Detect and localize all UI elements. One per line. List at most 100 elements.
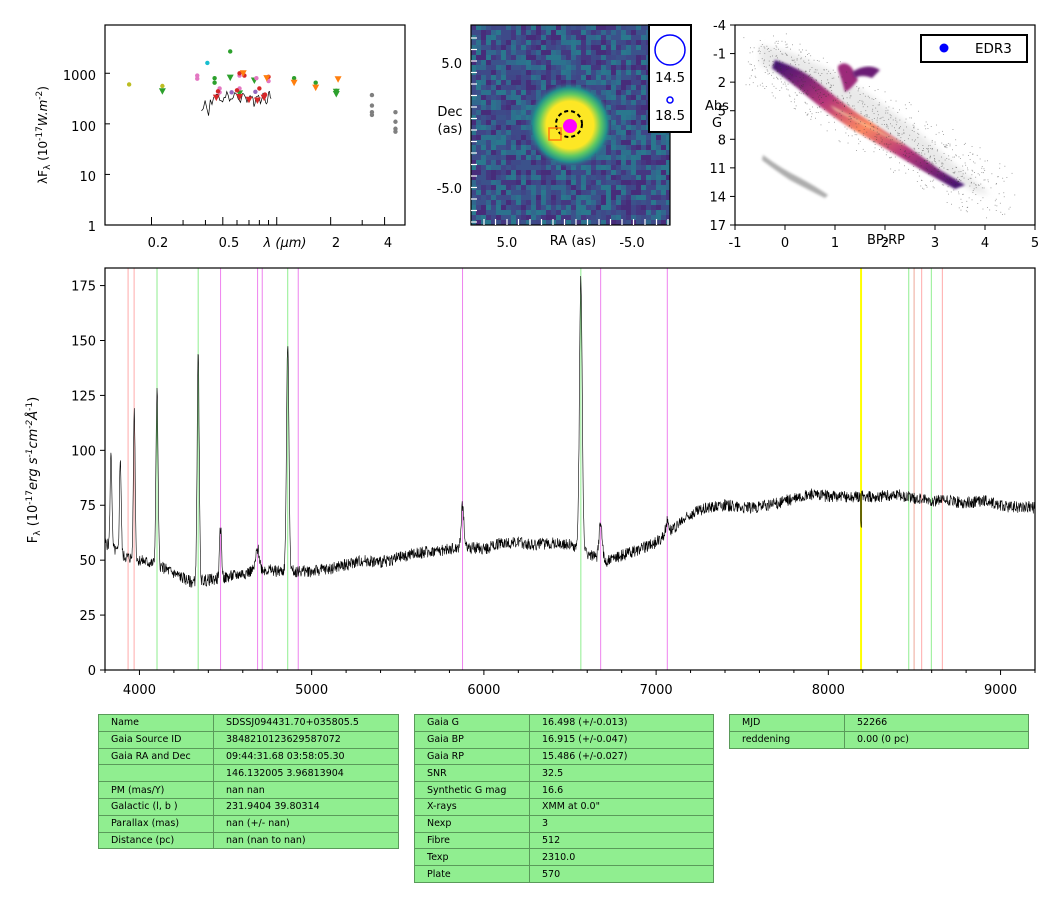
image-pixel bbox=[501, 50, 506, 55]
hrd-star-speck bbox=[808, 75, 810, 76]
image-pixel bbox=[656, 210, 661, 215]
image-pixel bbox=[646, 135, 651, 140]
image-pixel bbox=[501, 220, 506, 225]
image-pixel bbox=[516, 80, 521, 85]
hrd-star-speck bbox=[911, 139, 913, 141]
hrd-star-speck bbox=[802, 49, 803, 51]
hrd-star-speck bbox=[912, 154, 914, 155]
hrd-star-speck bbox=[998, 193, 1000, 195]
hrd-star-speck bbox=[801, 86, 803, 88]
image-pixel bbox=[571, 150, 576, 155]
image-pixel bbox=[611, 215, 616, 220]
hrd-star-speck bbox=[809, 69, 811, 71]
image-pixel bbox=[591, 30, 596, 35]
image-pixel bbox=[561, 55, 566, 60]
hrd-star-speck bbox=[888, 136, 890, 137]
legend-box bbox=[648, 24, 692, 133]
hrd-star-speck bbox=[962, 170, 964, 171]
image-pixel bbox=[516, 130, 521, 135]
image-pixel bbox=[491, 145, 496, 150]
image-pixel bbox=[571, 195, 576, 200]
image-pixel bbox=[496, 95, 501, 100]
image-pixel bbox=[486, 220, 491, 225]
image-pixel bbox=[651, 175, 656, 180]
image-pixel bbox=[651, 160, 656, 165]
hrd-star-speck bbox=[904, 150, 906, 152]
hrd-star-speck bbox=[946, 158, 948, 159]
hrd-star-speck bbox=[940, 174, 942, 176]
hrd-star-speck bbox=[984, 179, 986, 181]
hrd-red-clump bbox=[852, 66, 880, 78]
hrd-star-speck bbox=[780, 68, 782, 70]
image-pixel bbox=[486, 170, 491, 175]
image-pixel bbox=[581, 135, 586, 140]
image-pixel bbox=[581, 70, 586, 75]
image-pixel bbox=[556, 65, 561, 70]
image-pixel bbox=[571, 30, 576, 35]
image-pixel bbox=[586, 40, 591, 45]
hrd-star-speck bbox=[999, 163, 1001, 165]
hrd-star-speck bbox=[820, 103, 822, 104]
hrd-star-speck bbox=[962, 173, 964, 175]
image-pixel bbox=[471, 220, 476, 225]
image-pixel bbox=[471, 185, 476, 190]
image-pixel bbox=[516, 160, 521, 165]
hrd-star-speck bbox=[844, 90, 846, 92]
hrd-star-speck bbox=[773, 77, 775, 79]
image-pixel bbox=[536, 45, 541, 50]
hrd-star-speck bbox=[966, 211, 968, 213]
hrd-star-speck bbox=[980, 200, 982, 202]
image-pixel bbox=[596, 120, 601, 125]
image-pixel bbox=[616, 100, 621, 105]
spectrum-plot-area bbox=[105, 268, 1035, 670]
hrd-star-speck bbox=[763, 46, 765, 48]
hrd-star-speck bbox=[930, 163, 932, 165]
image-pixel bbox=[476, 195, 481, 200]
image-pixel bbox=[661, 25, 666, 30]
image-pixel bbox=[581, 185, 586, 190]
hrd-star-speck bbox=[926, 148, 928, 149]
hrd-star-speck bbox=[822, 101, 824, 103]
image-pixel bbox=[496, 60, 501, 65]
row-label: PM (mas/Y) bbox=[98, 781, 214, 799]
hrd-star-speck bbox=[917, 144, 918, 146]
image-pixel bbox=[596, 190, 601, 195]
hrd-star-speck bbox=[840, 101, 842, 103]
hrd-star-speck bbox=[888, 106, 890, 108]
image-pixel bbox=[496, 90, 501, 95]
image-pixel bbox=[496, 220, 501, 225]
image-pixel bbox=[596, 145, 601, 150]
sed-upper-limit-point bbox=[332, 90, 340, 98]
image-pixel bbox=[641, 35, 646, 40]
hrd-star-speck bbox=[754, 65, 755, 67]
image-pixel bbox=[571, 210, 576, 215]
hrd-star-speck bbox=[962, 206, 963, 207]
image-pixel bbox=[576, 25, 581, 30]
image-pixel bbox=[601, 30, 606, 35]
image-pixel bbox=[471, 80, 476, 85]
image-pixel bbox=[636, 85, 641, 90]
image-pixel bbox=[631, 65, 636, 70]
image-pixel bbox=[501, 130, 506, 135]
hrd-star-speck bbox=[759, 84, 761, 86]
hrd-star-speck bbox=[921, 150, 923, 152]
hrd-star-speck bbox=[822, 94, 824, 95]
image-pixel bbox=[501, 45, 506, 50]
image-pixel bbox=[666, 170, 670, 175]
image-pixel bbox=[531, 40, 536, 45]
image-pixel bbox=[581, 65, 586, 70]
image-pixel bbox=[636, 140, 641, 145]
hrd-star-speck bbox=[792, 81, 794, 83]
hrd-star-speck bbox=[941, 142, 943, 144]
hrd-star-speck bbox=[886, 123, 887, 125]
image-pixel bbox=[526, 220, 531, 225]
image-pixel bbox=[656, 95, 661, 100]
hrd-star-speck bbox=[968, 155, 969, 156]
image-pixel bbox=[621, 135, 626, 140]
hrd-star-speck bbox=[790, 63, 791, 65]
image-pixel bbox=[516, 205, 521, 210]
hrd-star-speck bbox=[776, 68, 778, 70]
image-pixel bbox=[631, 205, 636, 210]
hrd-star-speck bbox=[788, 94, 790, 96]
image-pixel bbox=[571, 125, 576, 130]
